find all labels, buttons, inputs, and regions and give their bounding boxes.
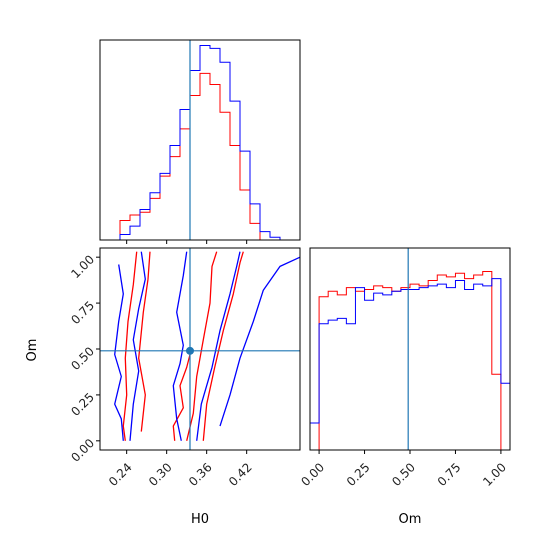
om-tick-label: 0.25 [68,390,97,419]
h0-om-contour-panel: 0.24 0.30 0.36 0.42 0.00 0.25 0.50 0.75 1.00 [68,247,301,489]
om-hist-tick-label: 0.25 [344,460,373,489]
contour-red-0 [122,251,138,441]
h0-histogram-panel [99,39,301,244]
h0-tick-label: 0.24 [106,460,135,489]
om-hist-tick-label: 0.00 [298,460,327,489]
contour-frame [99,247,301,451]
om-histogram-panel: 0.00 0.25 0.50 0.75 1.00 [298,247,511,489]
contour-blue-9 [219,256,301,427]
contour-blue-8 [196,251,241,441]
h0-tick-label: 0.36 [186,460,215,489]
contour-red-3 [186,251,218,441]
om-hist-tick-label: 0.50 [389,460,418,489]
contour-blue-6 [129,251,146,441]
contour-red-1 [138,251,151,432]
om-hist-tick-label: 1.00 [480,460,509,489]
om-hist-frame [309,247,511,451]
om-hist-tick-label: 0.75 [435,460,464,489]
h0-tick-label: 0.42 [226,460,255,489]
contour-red-2 [172,354,191,441]
h0-hist-blue [100,45,300,241]
contour-blue-7 [172,251,188,441]
om-hist-blue [309,278,511,450]
truth-marker [186,346,194,355]
h0-tick-label: 0.30 [146,460,175,489]
om-hist-red [310,270,510,451]
h0-hist-frame [99,39,301,241]
om-tick-label: 0.00 [68,436,97,465]
om-tick-label: 0.50 [68,344,97,373]
om-tick-label: 1.00 [68,252,97,281]
om-tick-label: 0.75 [68,298,97,327]
contour-blue-5 [114,264,124,441]
y-axis-label-om: Om [25,339,40,362]
x-axis-label-h0: H0 [191,512,209,527]
contour-red-4 [202,251,244,441]
h0-hist-red [100,72,300,241]
x-axis-label-om: Om [399,512,422,527]
